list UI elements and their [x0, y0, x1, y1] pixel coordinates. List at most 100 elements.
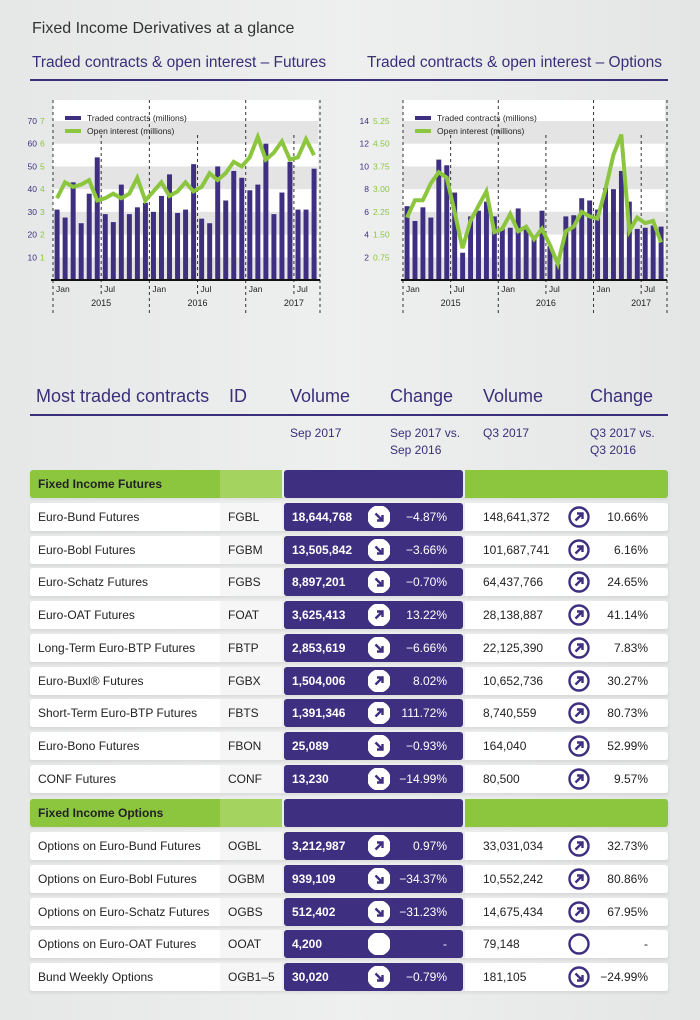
traded-contracts-bar: [595, 209, 601, 280]
contract-id: FOAT: [220, 601, 282, 630]
arrow-down-right-icon: [367, 505, 391, 529]
traded-contracts-bar: [215, 166, 221, 280]
traded-contracts-bar: [658, 226, 664, 280]
q3-cell: 181,105 −24.99%: [465, 963, 668, 992]
y-left-tick-label: 6: [364, 207, 369, 217]
traded-contracts-bar: [523, 228, 529, 280]
q3-cell: 80,500 9.57%: [465, 764, 668, 793]
x-month-label: Jul: [104, 284, 115, 294]
traded-contracts-bar: [279, 192, 285, 280]
table-row[interactable]: Euro-Bobl Futures FGBM 13,505,842 −3.66%…: [30, 535, 668, 564]
volume-sep: 13,505,842: [292, 542, 353, 557]
arrow-up-right-icon: [568, 604, 590, 626]
table-row[interactable]: Euro-Schatz Futures FGBS 8,897,201 −0.70…: [30, 568, 668, 597]
x-year-label: 2015: [91, 298, 111, 308]
table-row[interactable]: Bund Weekly Options OGB1–5 30,020 −0.79%…: [30, 963, 668, 992]
arrow-up-right-icon: [568, 900, 590, 923]
table-row[interactable]: Options on Euro-Bobl Futures OGBM 939,10…: [30, 865, 668, 893]
q3-cell: 10,652,736 30.27%: [465, 666, 668, 695]
traded-contracts-bar: [311, 168, 317, 280]
table-row[interactable]: Long-Term Euro-BTP Futures FBTP 2,853,61…: [30, 633, 668, 662]
traded-contracts-bar: [255, 184, 261, 280]
contract-id: OGBL: [220, 832, 282, 861]
table-row[interactable]: Euro-OAT Futures FOAT 3,625,413 13.22% 2…: [30, 601, 668, 630]
traded-contracts-bar: [191, 164, 197, 280]
table-row[interactable]: Options on Euro-Bund Futures OGBL 3,212,…: [30, 832, 668, 861]
options-chart: 2 0.75 4 1.50 6 2.25 8 3.00 10 3.75 12 4.50 14 5.25 Ja…: [360, 100, 668, 315]
x-month-label: Jan: [597, 284, 611, 294]
y-right-tick-label: 2.25: [373, 207, 390, 217]
table-row[interactable]: Options on Euro-OAT Futures OOAT 4,200 -…: [30, 930, 668, 959]
volume-sep: 18,644,768: [292, 510, 353, 524]
change-sep: −4.87%: [405, 510, 447, 524]
traded-contracts-bar: [547, 245, 553, 280]
contract-name: Euro-Bund Futures: [30, 503, 220, 531]
group-label: Fixed Income Futures: [30, 470, 220, 498]
subheader-line: Q3 2017 vs.: [590, 426, 655, 440]
traded-contracts-bar: [460, 252, 466, 280]
change-q3: 10.66%: [607, 510, 648, 524]
contract-id: OGBM: [220, 865, 282, 893]
table-row[interactable]: CONF Futures CONF 13,230 −14.99% 80,500 …: [30, 764, 668, 793]
table-header-rule: [30, 414, 668, 416]
volume-q3: 101,687,741: [483, 542, 550, 557]
volume-q3: 148,641,372: [483, 510, 550, 524]
q3-cell: 164,040 52.99%: [465, 731, 668, 760]
traded-contracts-bar: [78, 223, 84, 280]
table-row[interactable]: Euro-Bono Futures FBON 25,089 −0.93% 164…: [30, 731, 668, 760]
traded-contracts-bar: [303, 209, 309, 280]
sep-cell: 4,200 -: [284, 930, 463, 959]
traded-contracts-bar: [126, 214, 132, 280]
change-q3: 52.99%: [607, 738, 648, 753]
arrow-down-right-icon: [367, 867, 391, 891]
sep-cell: 3,625,413 13.22%: [284, 601, 463, 630]
table-row[interactable]: Options on Euro-Schatz Futures OGBS 512,…: [30, 897, 668, 926]
subheader-volume-q3: Q3 2017: [483, 426, 530, 440]
y-right-tick-label: 5.25: [373, 116, 390, 126]
table-row[interactable]: Short-Term Euro-BTP Futures FBTS 1,391,3…: [30, 699, 668, 728]
arrow-up-right-icon: [367, 834, 391, 858]
traded-contracts-bar: [183, 209, 189, 280]
traded-contracts-bar: [94, 157, 100, 280]
arrow-up-right-icon: [568, 767, 590, 790]
change-q3: 6.16%: [613, 542, 648, 557]
group-green-cell: [465, 799, 668, 828]
traded-contracts-bar: [436, 159, 442, 280]
sep-cell: 512,402 −31.23%: [284, 897, 463, 926]
x-month-label: Jul: [201, 284, 212, 294]
sep-cell: 18,644,768 −4.87%: [284, 503, 463, 531]
change-sep: −14.99%: [399, 771, 447, 786]
volume-sep: 25,089: [292, 738, 329, 753]
sep-cell: 13,505,842 −3.66%: [284, 535, 463, 564]
q3-cell: 22,125,390 7.83%: [465, 633, 668, 662]
contract-name: Bund Weekly Options: [30, 963, 220, 992]
x-month-label: Jul: [644, 284, 655, 294]
legend-label: Traded contracts (millions): [87, 113, 187, 123]
y-right-tick-label: 4: [40, 184, 45, 194]
traded-contracts-bar: [483, 201, 489, 280]
y-right-tick-label: 3.75: [373, 161, 390, 171]
contract-name: Short-Term Euro-BTP Futures: [30, 699, 220, 728]
contract-id: FBTP: [220, 633, 282, 662]
traded-contracts-bar: [54, 209, 60, 280]
arrow-down-right-icon: [367, 537, 391, 562]
x-month-label: Jul: [297, 284, 308, 294]
legend-label: Open interest (millions): [437, 126, 525, 136]
y-left-tick-label: 14: [360, 116, 370, 126]
arrow-up-right-icon: [367, 603, 391, 627]
volume-q3: 14,675,434: [483, 904, 544, 919]
contract-name: Options on Euro-Schatz Futures: [30, 897, 220, 926]
change-sep: 111.72%: [401, 706, 447, 721]
table-row[interactable]: Euro-Bund Futures FGBL 18,644,768 −4.87%…: [30, 503, 668, 531]
contract-name: Options on Euro-Bund Futures: [30, 832, 220, 861]
change-q3: 9.57%: [613, 771, 648, 786]
traded-contracts-bar: [515, 208, 521, 280]
q3-cell: 64,437,766 24.65%: [465, 568, 668, 597]
empty-circle-icon: [367, 932, 391, 957]
traded-contracts-bar: [603, 188, 608, 280]
table-row[interactable]: Euro-Buxl® Futures FGBX 1,504,006 8.02% …: [30, 666, 668, 695]
x-year-label: 2015: [441, 298, 461, 308]
traded-contracts-bar: [167, 174, 173, 280]
legend-swatch-traded: [65, 116, 81, 120]
group-green-cell: [465, 470, 668, 498]
